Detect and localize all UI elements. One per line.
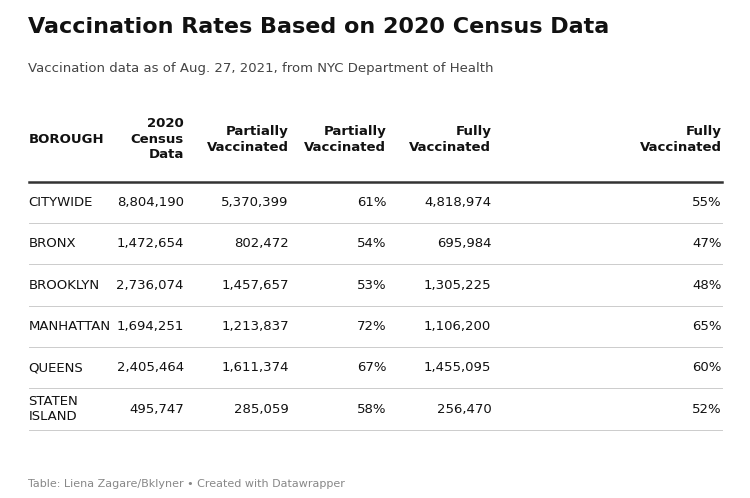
Text: 5,370,399: 5,370,399 — [221, 196, 289, 209]
Text: 1,457,657: 1,457,657 — [221, 278, 289, 292]
Text: Vaccination Rates Based on 2020 Census Data: Vaccination Rates Based on 2020 Census D… — [28, 17, 610, 37]
Text: 1,455,095: 1,455,095 — [424, 361, 491, 374]
Text: 256,470: 256,470 — [436, 402, 491, 416]
Text: 285,059: 285,059 — [234, 402, 289, 416]
Text: 48%: 48% — [692, 278, 722, 292]
Text: 802,472: 802,472 — [234, 237, 289, 250]
Text: 1,106,200: 1,106,200 — [424, 320, 491, 333]
Text: 65%: 65% — [692, 320, 722, 333]
Text: 2,736,074: 2,736,074 — [116, 278, 184, 292]
Text: Vaccination data as of Aug. 27, 2021, from NYC Department of Health: Vaccination data as of Aug. 27, 2021, fr… — [28, 62, 494, 75]
Text: Partially
Vaccinated: Partially Vaccinated — [207, 125, 289, 154]
Text: 52%: 52% — [692, 402, 722, 416]
Text: 67%: 67% — [357, 361, 386, 374]
Text: BRONX: BRONX — [28, 237, 76, 250]
Text: BROOKLYN: BROOKLYN — [28, 278, 100, 292]
Text: Partially
Vaccinated: Partially Vaccinated — [304, 125, 386, 154]
Text: QUEENS: QUEENS — [28, 361, 83, 374]
Text: 1,694,251: 1,694,251 — [116, 320, 184, 333]
Text: 1,213,837: 1,213,837 — [221, 320, 289, 333]
Text: 60%: 60% — [692, 361, 722, 374]
Text: 72%: 72% — [357, 320, 386, 333]
Text: 53%: 53% — [357, 278, 386, 292]
Text: BOROUGH: BOROUGH — [28, 133, 104, 146]
Text: STATEN
ISLAND: STATEN ISLAND — [28, 395, 78, 423]
Text: 61%: 61% — [357, 196, 386, 209]
Text: Table: Liena Zagare/Bklyner • Created with Datawrapper: Table: Liena Zagare/Bklyner • Created wi… — [28, 479, 345, 489]
Text: MANHATTAN: MANHATTAN — [28, 320, 111, 333]
Text: CITYWIDE: CITYWIDE — [28, 196, 93, 209]
Text: 8,804,190: 8,804,190 — [117, 196, 184, 209]
Text: 4,818,974: 4,818,974 — [424, 196, 491, 209]
Text: Fully
Vaccinated: Fully Vaccinated — [640, 125, 722, 154]
Text: 1,611,374: 1,611,374 — [221, 361, 289, 374]
Text: Fully
Vaccinated: Fully Vaccinated — [410, 125, 491, 154]
Text: 695,984: 695,984 — [436, 237, 491, 250]
Text: 55%: 55% — [692, 196, 722, 209]
Text: 47%: 47% — [692, 237, 722, 250]
Text: 2,405,464: 2,405,464 — [117, 361, 184, 374]
Text: 2020
Census
Data: 2020 Census Data — [130, 118, 184, 161]
Text: 58%: 58% — [357, 402, 386, 416]
Text: 1,472,654: 1,472,654 — [116, 237, 184, 250]
Text: 54%: 54% — [357, 237, 386, 250]
Text: 495,747: 495,747 — [129, 402, 184, 416]
Text: 1,305,225: 1,305,225 — [424, 278, 491, 292]
